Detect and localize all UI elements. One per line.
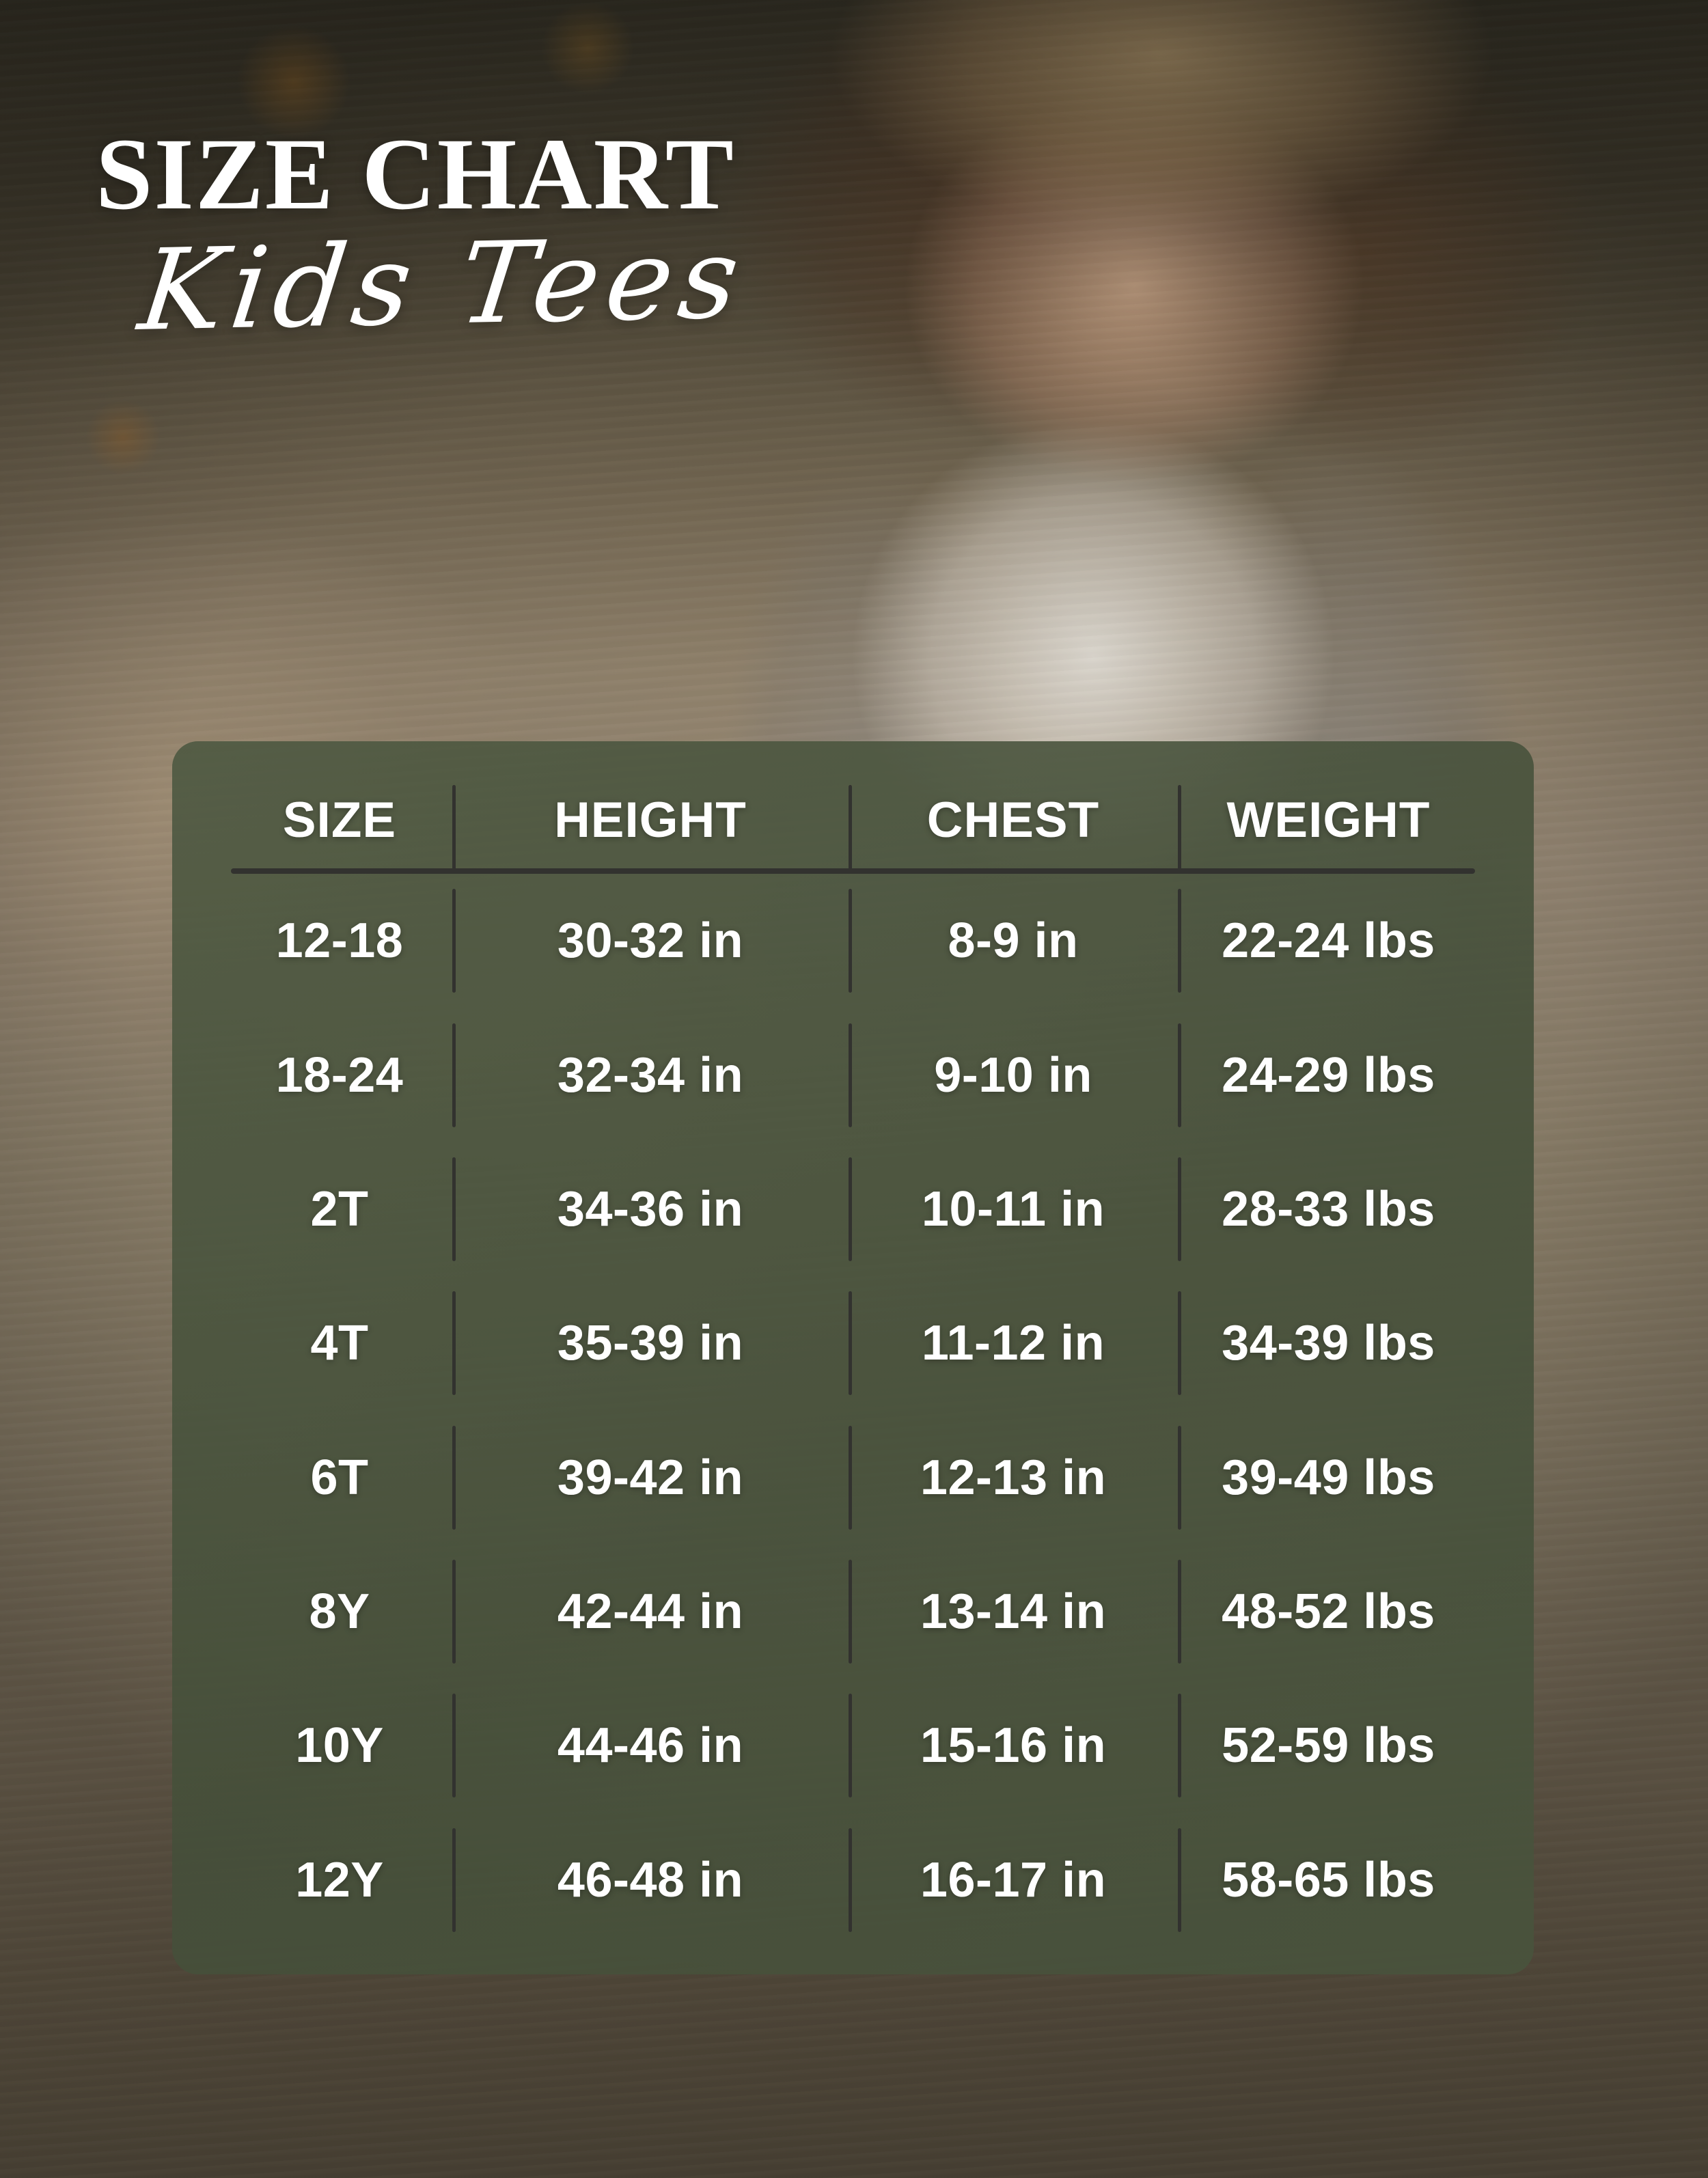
cell-chest: 9-10 in xyxy=(849,1008,1178,1142)
page-subtitle: Kids Tees xyxy=(133,212,753,356)
page-title: SIZE CHART xyxy=(96,118,735,231)
column-header-size: SIZE xyxy=(282,792,397,848)
cell-height: 46-48 in xyxy=(452,1813,849,1947)
table-row: 12Y 46-48 in 16-17 in 58-65 lbs xyxy=(227,1813,1479,1947)
cell-height: 32-34 in xyxy=(452,1008,849,1142)
cell-weight: 48-52 lbs xyxy=(1178,1545,1479,1679)
header-divider-rule xyxy=(231,868,1475,874)
cell-size: 6T xyxy=(310,1450,369,1505)
cell-height: 44-46 in xyxy=(452,1679,849,1812)
cell-weight: 52-59 lbs xyxy=(1178,1679,1479,1812)
cell-chest: 13-14 in xyxy=(849,1545,1178,1679)
column-header-chest: CHEST xyxy=(849,771,1178,868)
size-table: SIZE HEIGHT CHEST WEIGHT 12-18 30-32 in … xyxy=(172,741,1534,1974)
cell-weight: 22-24 lbs xyxy=(1178,874,1479,1008)
cell-chest: 16-17 in xyxy=(849,1813,1178,1947)
cell-chest: 15-16 in xyxy=(849,1679,1178,1812)
heading-block: SIZE CHART Kids Tees xyxy=(96,118,752,356)
cell-size: 12Y xyxy=(295,1852,384,1907)
cell-weight: 58-65 lbs xyxy=(1178,1813,1479,1947)
size-table-panel: SIZE HEIGHT CHEST WEIGHT 12-18 30-32 in … xyxy=(172,741,1534,1974)
column-header-weight: WEIGHT xyxy=(1178,771,1479,868)
cell-height: 35-39 in xyxy=(452,1276,849,1410)
cell-size: 8Y xyxy=(309,1584,370,1640)
column-header-height: HEIGHT xyxy=(452,771,849,868)
cell-weight: 34-39 lbs xyxy=(1178,1276,1479,1410)
cell-height: 39-42 in xyxy=(452,1411,849,1545)
cell-height: 42-44 in xyxy=(452,1545,849,1679)
cell-chest: 12-13 in xyxy=(849,1411,1178,1545)
cell-weight: 28-33 lbs xyxy=(1178,1142,1479,1276)
table-row: 8Y 42-44 in 13-14 in 48-52 lbs xyxy=(227,1545,1479,1679)
cell-height: 34-36 in xyxy=(452,1142,849,1276)
table-row: 18-24 32-34 in 9-10 in 24-29 lbs xyxy=(227,1008,1479,1142)
table-row: 4T 35-39 in 11-12 in 34-39 lbs xyxy=(227,1276,1479,1410)
table-row: 2T 34-36 in 10-11 in 28-33 lbs xyxy=(227,1142,1479,1276)
cell-weight: 39-49 lbs xyxy=(1178,1411,1479,1545)
cell-height: 30-32 in xyxy=(452,874,849,1008)
table-row: 12-18 30-32 in 8-9 in 22-24 lbs xyxy=(227,874,1479,1008)
cell-size: 4T xyxy=(310,1316,369,1371)
table-row: 6T 39-42 in 12-13 in 39-49 lbs xyxy=(227,1411,1479,1545)
cell-chest: 11-12 in xyxy=(849,1276,1178,1410)
cell-size: 2T xyxy=(310,1181,369,1237)
cell-size: 12-18 xyxy=(275,913,404,969)
cell-size: 18-24 xyxy=(275,1047,404,1103)
table-row: 10Y 44-46 in 15-16 in 52-59 lbs xyxy=(227,1679,1479,1812)
cell-size: 10Y xyxy=(295,1718,384,1774)
table-header-row: SIZE HEIGHT CHEST WEIGHT xyxy=(227,771,1479,868)
cell-weight: 24-29 lbs xyxy=(1178,1008,1479,1142)
cell-chest: 8-9 in xyxy=(849,874,1178,1008)
cell-chest: 10-11 in xyxy=(849,1142,1178,1276)
